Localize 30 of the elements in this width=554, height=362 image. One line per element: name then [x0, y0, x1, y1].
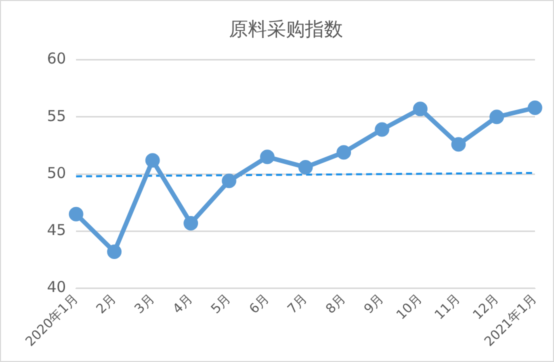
point — [413, 102, 428, 116]
point — [184, 216, 198, 230]
x-tick-label: 5月 — [208, 291, 234, 318]
point — [451, 137, 466, 152]
point — [374, 122, 390, 137]
x-tick-label: 6月 — [246, 291, 273, 318]
x-tick-label: 2月 — [94, 291, 120, 318]
y-tick-label: 50 — [46, 164, 66, 182]
x-tick-label: 4月 — [170, 291, 196, 318]
point — [490, 110, 504, 124]
point — [68, 206, 84, 222]
x-tick-label: 3月 — [132, 291, 158, 318]
x-tick-label: 11月 — [432, 291, 464, 323]
point — [260, 150, 275, 164]
y-tick-label: 55 — [46, 106, 66, 125]
x-tick-label: 7月 — [285, 291, 311, 318]
point — [336, 145, 352, 160]
point — [145, 153, 160, 168]
x-tick-label: 12月 — [470, 291, 502, 323]
y-tick-label: 60 — [46, 50, 66, 68]
y-tick-label: 45 — [46, 221, 66, 240]
x-tick-label: 10月 — [394, 291, 426, 323]
point — [528, 100, 542, 116]
y-tick-label: 40 — [46, 278, 66, 296]
point — [298, 160, 313, 174]
x-tick-label: 8月 — [323, 291, 349, 318]
x-tick-label: 9月 — [362, 291, 388, 318]
point — [222, 174, 236, 188]
point — [107, 244, 122, 260]
chart-title: 原料采购指数 — [229, 18, 343, 40]
